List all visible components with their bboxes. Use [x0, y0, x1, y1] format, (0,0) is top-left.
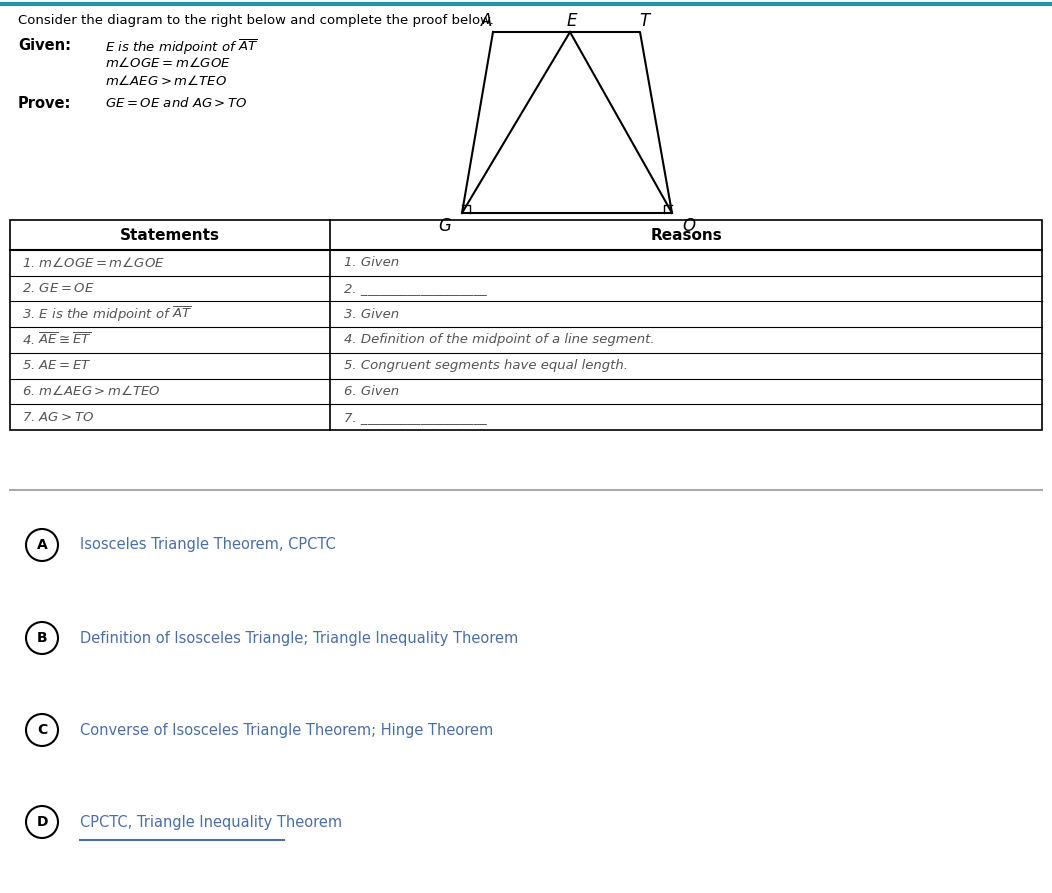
- Text: E is the midpoint of $\overline{AT}$: E is the midpoint of $\overline{AT}$: [105, 38, 259, 57]
- Text: CPCTC, Triangle Inequality Theorem: CPCTC, Triangle Inequality Theorem: [80, 814, 342, 830]
- Text: Reasons: Reasons: [650, 228, 722, 243]
- Text: 6. Given: 6. Given: [344, 385, 399, 398]
- Text: 1. $m\angle OGE = m\angle GOE$: 1. $m\angle OGE = m\angle GOE$: [22, 256, 165, 270]
- Text: 4. Definition of the midpoint of a line segment.: 4. Definition of the midpoint of a line …: [344, 333, 654, 346]
- Text: $m\angle AEG > m\angle TEO$: $m\angle AEG > m\angle TEO$: [105, 74, 227, 88]
- Text: 3. $E$ is the midpoint of $\overline{AT}$: 3. $E$ is the midpoint of $\overline{AT}…: [22, 305, 193, 324]
- Text: Isosceles Triangle Theorem, CPCTC: Isosceles Triangle Theorem, CPCTC: [80, 538, 336, 553]
- Text: 3. Given: 3. Given: [344, 308, 399, 321]
- Bar: [11, 220, 1041, 430]
- Text: $G$: $G$: [438, 217, 452, 235]
- Text: 7. $AG > TO$: 7. $AG > TO$: [22, 411, 95, 423]
- Text: Given:: Given:: [18, 38, 70, 53]
- Text: $T$: $T$: [640, 12, 652, 30]
- Text: Statements: Statements: [120, 228, 220, 243]
- Text: Definition of Isosceles Triangle; Triangle Inequality Theorem: Definition of Isosceles Triangle; Triang…: [80, 630, 519, 646]
- Text: A: A: [37, 538, 47, 552]
- Text: Converse of Isosceles Triangle Theorem; Hinge Theorem: Converse of Isosceles Triangle Theorem; …: [80, 722, 493, 738]
- Text: B: B: [37, 631, 47, 645]
- Text: 1. Given: 1. Given: [344, 256, 399, 270]
- Text: 6. $m\angle AEG > m\angle TEO$: 6. $m\angle AEG > m\angle TEO$: [22, 384, 161, 398]
- Text: 5. $AE = ET$: 5. $AE = ET$: [22, 359, 92, 372]
- Text: $GE = OE$ and $AG > TO$: $GE = OE$ and $AG > TO$: [105, 96, 247, 110]
- Text: Prove:: Prove:: [18, 96, 72, 111]
- Text: $A$: $A$: [481, 12, 493, 30]
- Text: $E$: $E$: [566, 12, 579, 30]
- Text: C: C: [37, 723, 47, 737]
- Text: 2. ___________________: 2. ___________________: [344, 282, 487, 295]
- Text: 7. ___________________: 7. ___________________: [344, 411, 487, 423]
- Text: 4. $\overline{AE} \cong \overline{ET}$: 4. $\overline{AE} \cong \overline{ET}$: [22, 332, 92, 348]
- Text: $m\angle OGE = m\angle GOE$: $m\angle OGE = m\angle GOE$: [105, 56, 231, 70]
- Text: 5. Congruent segments have equal length.: 5. Congruent segments have equal length.: [344, 359, 628, 372]
- Text: D: D: [36, 815, 47, 829]
- Text: Consider the diagram to the right below and complete the proof below.: Consider the diagram to the right below …: [18, 14, 493, 27]
- Text: $O$: $O$: [682, 217, 696, 235]
- Text: 2. $GE = OE$: 2. $GE = OE$: [22, 282, 95, 295]
